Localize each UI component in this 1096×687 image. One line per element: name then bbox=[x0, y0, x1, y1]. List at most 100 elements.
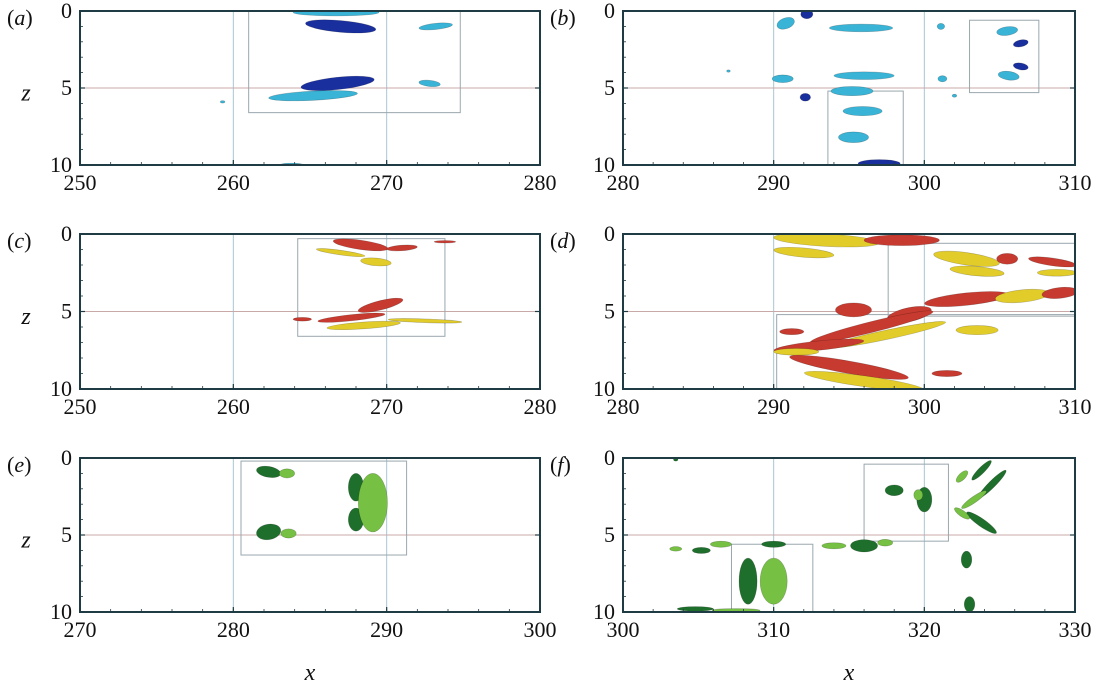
panel-label: (e) bbox=[7, 452, 31, 477]
contour-blob bbox=[821, 542, 847, 550]
z-tick-label: 10 bbox=[50, 599, 72, 624]
z-tick-label: 5 bbox=[604, 522, 615, 547]
z-tick-label: 0 bbox=[604, 0, 615, 23]
contour-blob bbox=[669, 546, 683, 552]
subdomain-box bbox=[827, 90, 904, 166]
x-tick-label: 300 bbox=[908, 170, 941, 195]
z-tick-label: 0 bbox=[61, 221, 72, 246]
contour-blob bbox=[789, 354, 909, 380]
x-tick-label: 310 bbox=[757, 617, 790, 642]
contour-blob bbox=[676, 606, 714, 612]
x-tick-label: 330 bbox=[1059, 617, 1092, 642]
contour-blob bbox=[951, 93, 958, 98]
panel-label: (f) bbox=[550, 452, 571, 477]
contour-blob bbox=[997, 70, 1020, 81]
contour-blob bbox=[759, 557, 788, 605]
x-tick-label: 300 bbox=[524, 617, 557, 642]
contour-blob bbox=[955, 325, 999, 336]
z-tick-label: 10 bbox=[593, 599, 615, 624]
x-tick-label: 310 bbox=[1059, 170, 1092, 195]
contour-blob bbox=[360, 257, 392, 267]
contour-blob bbox=[800, 11, 814, 19]
contour-blob bbox=[761, 540, 787, 548]
contour-blob bbox=[710, 540, 732, 548]
x-tick-label: 280 bbox=[607, 394, 640, 419]
x-axis-label: x bbox=[843, 660, 855, 686]
contour-blob bbox=[776, 17, 795, 30]
z-axis-label: z bbox=[20, 80, 31, 106]
z-tick-label: 10 bbox=[50, 376, 72, 401]
contour-blob bbox=[317, 312, 386, 323]
panel-a: 250 260 270 280 0 5 10 (a) z bbox=[7, 0, 557, 195]
x-tick-label: 320 bbox=[908, 617, 941, 642]
contour-blob bbox=[996, 253, 1019, 265]
contour-blob bbox=[279, 468, 295, 479]
contour-blob bbox=[433, 240, 456, 244]
contour-blob bbox=[963, 596, 976, 612]
x-tick-label: 290 bbox=[757, 170, 790, 195]
contour-blob bbox=[931, 370, 963, 377]
x-tick-label: 290 bbox=[370, 617, 403, 642]
contour-blob bbox=[1028, 256, 1075, 268]
contour-blob bbox=[936, 23, 945, 30]
x-tick-label: 280 bbox=[607, 170, 640, 195]
contour-blob bbox=[300, 75, 375, 91]
z-tick-label: 5 bbox=[61, 75, 72, 100]
contour-blob bbox=[280, 528, 297, 539]
z-tick-label: 10 bbox=[593, 152, 615, 177]
blob-group bbox=[220, 11, 453, 165]
contour-blob bbox=[996, 26, 1018, 36]
contour-blob bbox=[877, 539, 893, 547]
x-tick-label: 250 bbox=[64, 394, 97, 419]
contour-blob bbox=[971, 460, 992, 481]
z-tick-label: 10 bbox=[50, 152, 72, 177]
contour-blob bbox=[738, 557, 758, 605]
panel-b: 280 290 300 310 0 5 10 (b) bbox=[550, 0, 1092, 195]
x-tick-label: 310 bbox=[1059, 394, 1092, 419]
contour-blob bbox=[220, 100, 226, 104]
contour-blob bbox=[305, 19, 377, 34]
contour-blob bbox=[418, 22, 453, 31]
contour-blob bbox=[857, 159, 901, 165]
x-axis-label: x bbox=[304, 660, 316, 686]
subdomain-box bbox=[863, 463, 949, 542]
x-tick-label: 270 bbox=[370, 170, 403, 195]
contour-blob bbox=[316, 248, 366, 258]
contour-blob bbox=[960, 550, 973, 569]
panel-d: 280 290 300 310 0 5 10 (d) bbox=[550, 221, 1092, 419]
z-tick-label: 5 bbox=[604, 75, 615, 100]
z-tick-label: 5 bbox=[61, 299, 72, 324]
x-tick-label: 290 bbox=[757, 394, 790, 419]
x-tick-label: 270 bbox=[64, 617, 97, 642]
contour-blob bbox=[771, 74, 794, 83]
subdomain-box bbox=[297, 238, 446, 337]
contour-blob bbox=[386, 244, 418, 252]
contour-blob bbox=[779, 328, 805, 336]
z-axis-label: z bbox=[20, 527, 31, 553]
x-tick-label: 280 bbox=[524, 170, 557, 195]
contour-blob bbox=[692, 547, 711, 554]
contour-blob bbox=[387, 318, 463, 324]
contour-blob bbox=[1041, 286, 1075, 299]
x-tick-label: 260 bbox=[217, 170, 250, 195]
contour-blob bbox=[842, 106, 883, 117]
panel-c: 250 260 270 280 0 5 10 (c) z bbox=[7, 221, 557, 419]
contour-blob bbox=[966, 511, 997, 534]
z-tick-label: 0 bbox=[604, 445, 615, 470]
contour-blob bbox=[937, 75, 948, 83]
contour-blob bbox=[1037, 269, 1075, 277]
contour-blob bbox=[292, 11, 380, 17]
contour-blob bbox=[773, 246, 835, 259]
contour-blob bbox=[835, 302, 872, 318]
z-tick-label: 5 bbox=[604, 299, 615, 324]
x-tick-label: 280 bbox=[524, 394, 557, 419]
contour-blob bbox=[829, 23, 893, 33]
contour-blob bbox=[1013, 39, 1029, 48]
contour-blob bbox=[949, 265, 1005, 277]
contour-blob bbox=[830, 86, 874, 96]
z-tick-label: 5 bbox=[61, 522, 72, 547]
subdomain-box bbox=[887, 242, 1076, 317]
contour-blob bbox=[799, 93, 811, 102]
panel-f: 300 310 320 330 0 5 10 (f) x bbox=[550, 445, 1092, 686]
panel-label: (b) bbox=[550, 5, 576, 30]
